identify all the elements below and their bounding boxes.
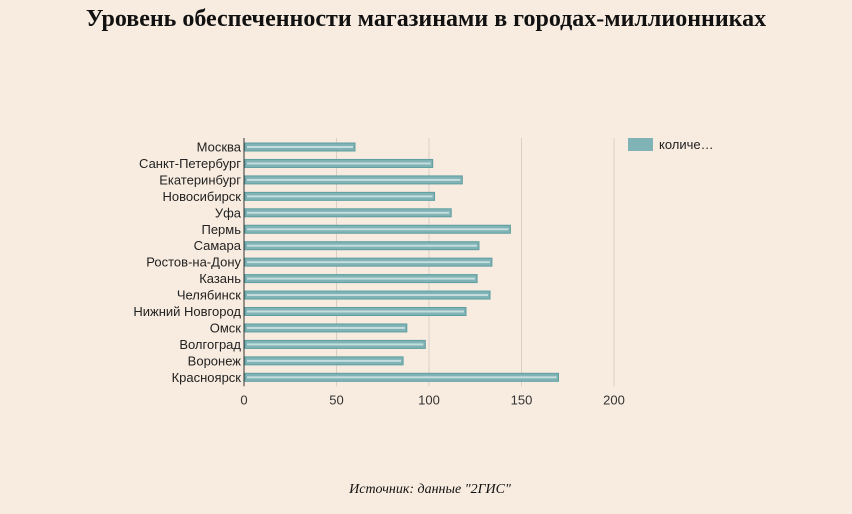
bar-highlight xyxy=(247,228,509,231)
bar-highlight xyxy=(247,359,402,362)
bar-highlight xyxy=(247,294,489,297)
category-label: Новосибирск xyxy=(163,189,242,204)
x-tick-labels: 0 50 100 150 200 xyxy=(240,392,624,407)
bar-highlight xyxy=(247,146,353,148)
category-label: Санкт-Петербург xyxy=(139,156,241,171)
category-label: Уфа xyxy=(215,205,242,220)
category-label: Омск xyxy=(210,320,242,335)
category-label: Москва xyxy=(197,140,242,155)
bar-highlight xyxy=(247,244,477,247)
bar-highlight xyxy=(247,195,433,198)
bar-highlight xyxy=(247,277,476,280)
bar-highlight xyxy=(247,162,431,165)
legend-swatch xyxy=(628,138,653,151)
chart-title: Уровень обеспеченности магазинами в горо… xyxy=(85,6,767,32)
category-label: Самара xyxy=(194,238,242,253)
category-label: Челябинск xyxy=(177,288,241,303)
legend-label: количе… xyxy=(659,137,714,152)
category-label: Казань xyxy=(199,271,241,286)
category-label: Екатеринбург xyxy=(159,172,241,187)
x-tick-label: 50 xyxy=(329,392,343,407)
legend[interactable]: количе… xyxy=(628,137,714,152)
x-tick-label: 100 xyxy=(418,392,440,407)
category-label: Волгоград xyxy=(179,337,241,352)
source-note: Источник: данные "2ГИС" xyxy=(349,482,511,497)
bar-highlight xyxy=(247,178,461,181)
category-label: Нижний Новгород xyxy=(133,304,241,319)
x-tick-label: 150 xyxy=(511,392,533,407)
bar-highlight xyxy=(247,211,450,214)
bar-highlight xyxy=(247,310,464,313)
bars xyxy=(244,142,559,382)
bar-highlight xyxy=(247,376,557,379)
x-tick-label: 200 xyxy=(603,392,625,407)
x-tick-label: 0 xyxy=(240,392,247,407)
category-label: Пермь xyxy=(201,222,241,237)
category-label: Красноярск xyxy=(172,370,242,385)
category-label: Воронеж xyxy=(188,353,242,368)
bar-highlight xyxy=(247,343,424,346)
bar-highlight xyxy=(247,326,405,329)
bar-highlight xyxy=(247,261,490,264)
category-label: Ростов-на-Дону xyxy=(146,255,241,270)
